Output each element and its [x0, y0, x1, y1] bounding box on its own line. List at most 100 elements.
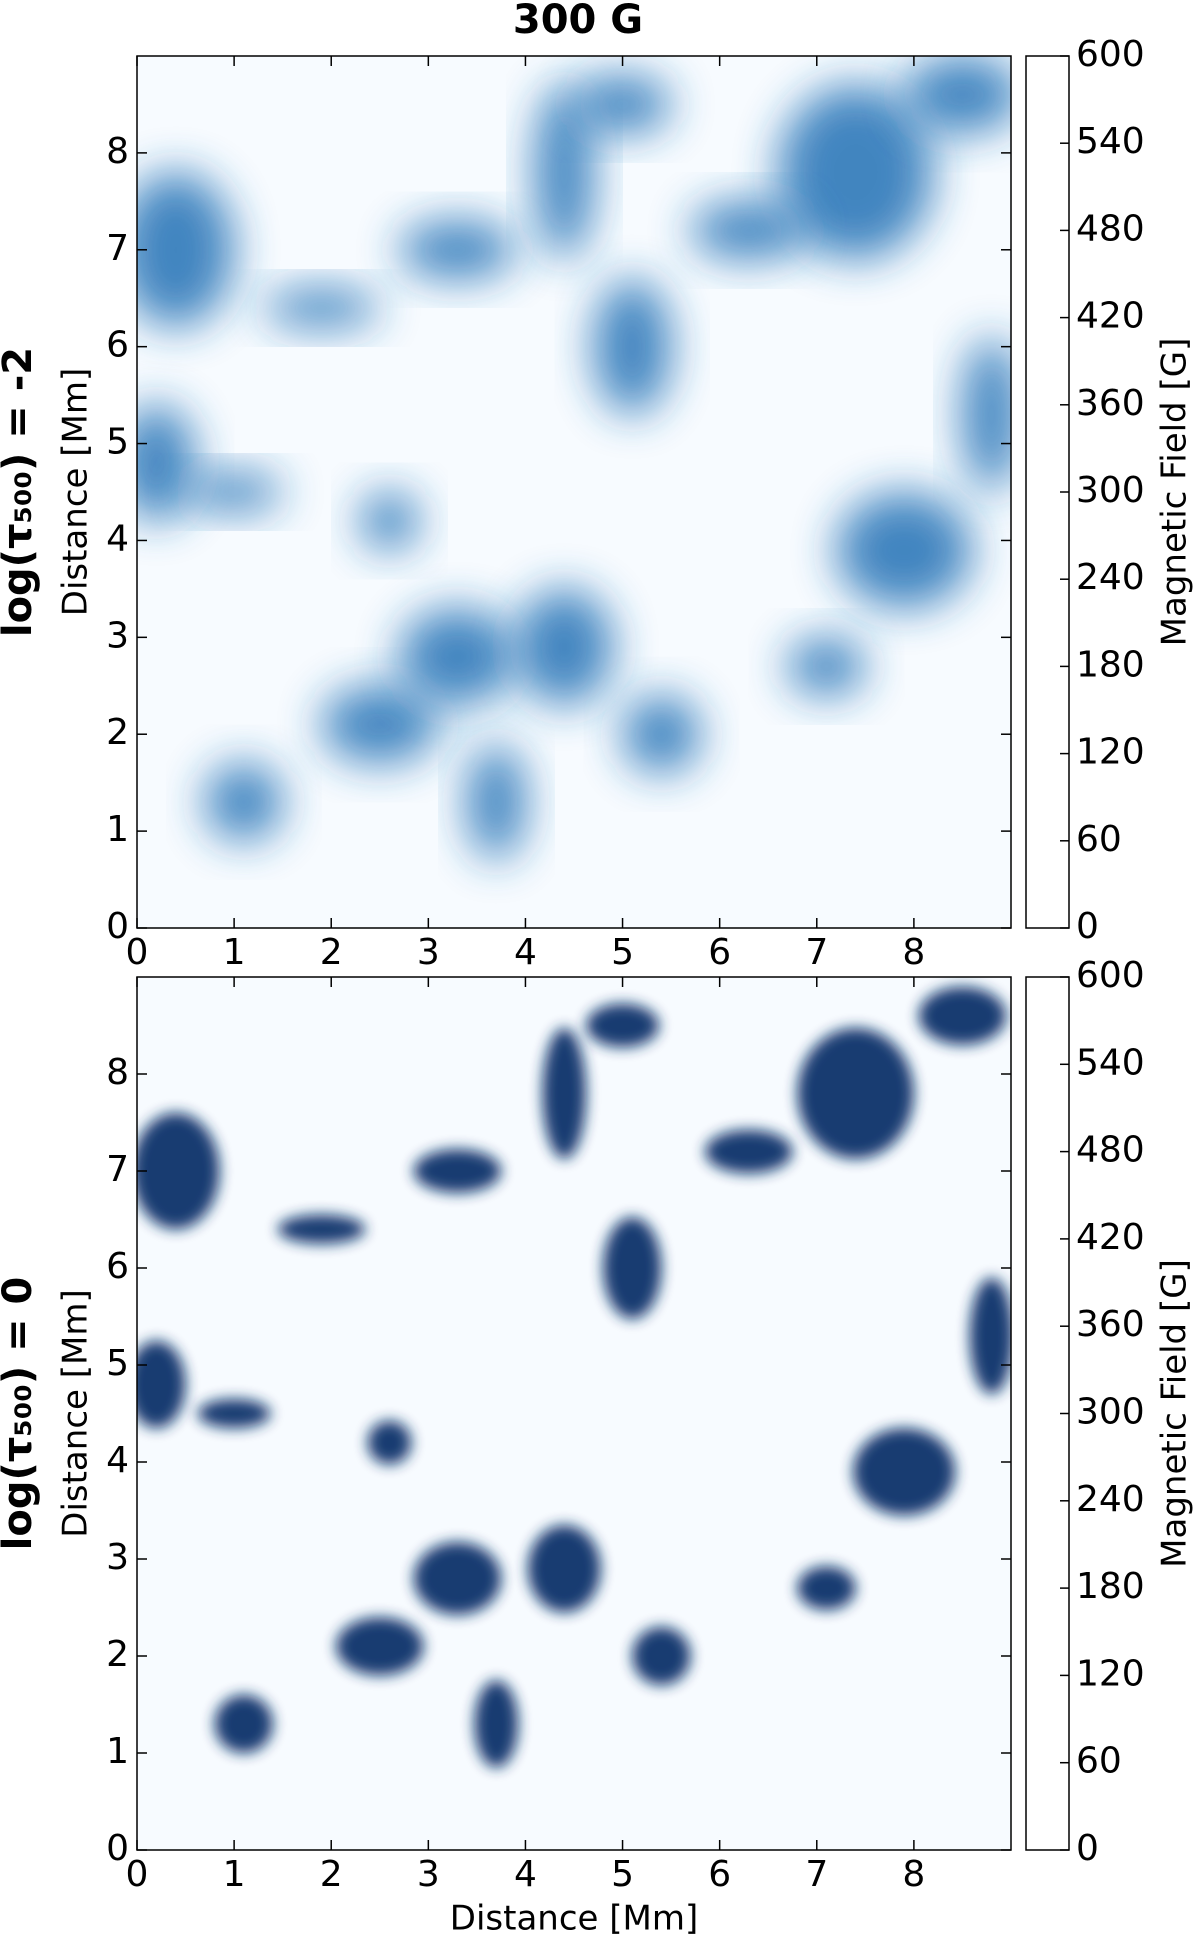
y-axis-label: Distance [Mm] — [56, 368, 96, 616]
field-patch — [904, 56, 1011, 134]
row-label: log(τ₅₀₀) = 0 — [0, 1277, 41, 1551]
y-tick-label: 7 — [106, 228, 129, 269]
x-tick-label: 5 — [611, 1854, 634, 1895]
field-patch — [574, 75, 672, 134]
y-tick-label: 3 — [106, 615, 129, 656]
field-patch — [137, 1340, 186, 1429]
field-patch — [603, 1217, 662, 1319]
colorbar-tick-label: 540 — [1076, 121, 1145, 162]
x-axis-label: Distance [Mm] — [450, 1899, 698, 1939]
x-tick-label: 6 — [708, 932, 731, 973]
colorbar-tick-label: 420 — [1076, 296, 1145, 337]
colorbar-tick-label: 0 — [1076, 1828, 1099, 1869]
field-patch — [413, 1149, 502, 1193]
field-patch — [413, 1542, 502, 1615]
colorbar-label: Magnetic Field [G] — [1155, 338, 1195, 647]
field-patch — [777, 85, 934, 260]
field-patch — [360, 492, 419, 551]
y-tick-label: 7 — [106, 1149, 129, 1190]
field-patch — [137, 404, 196, 522]
field-patch — [399, 220, 516, 279]
colorbar-tick-label: 360 — [1076, 1304, 1145, 1345]
field-patch — [705, 1129, 793, 1174]
colorbar-tick-label: 480 — [1076, 208, 1145, 249]
row-label: log(τ₅₀₀) = -2 — [0, 347, 41, 637]
x-tick-label: 2 — [320, 932, 343, 973]
colorbar-tick-label: 0 — [1076, 906, 1099, 947]
field-patch — [263, 288, 380, 328]
field-patch — [467, 743, 526, 861]
plot-frame — [136, 976, 1012, 1851]
colorbar-tick-label: 60 — [1076, 1741, 1122, 1782]
field-patch — [542, 1027, 587, 1159]
field-patch — [622, 695, 701, 773]
colorbar-tick-label: 180 — [1076, 644, 1145, 685]
x-tick-label: 1 — [223, 1854, 246, 1895]
field-patch — [797, 1027, 914, 1159]
x-tick-label: 3 — [417, 932, 440, 973]
colorbar-tick-label: 60 — [1076, 819, 1122, 860]
x-tick-label: 6 — [708, 1854, 731, 1895]
field-patch — [321, 685, 439, 764]
x-tick-label: 7 — [805, 1854, 828, 1895]
y-tick-label: 3 — [106, 1537, 129, 1578]
field-patch — [399, 608, 516, 706]
x-tick-label: 1 — [223, 932, 246, 973]
field-patch — [918, 986, 1007, 1045]
y-tick-label: 8 — [106, 131, 129, 172]
colorbar-tick-label: 540 — [1076, 1042, 1145, 1083]
field-patch — [204, 763, 283, 841]
y-tick-label: 5 — [106, 1343, 129, 1384]
colorbar-tick-label: 420 — [1076, 1217, 1145, 1258]
x-tick-label: 0 — [126, 1854, 149, 1895]
y-tick-label: 1 — [106, 809, 129, 850]
y-tick-label: 2 — [106, 712, 129, 753]
field-patch — [137, 172, 235, 328]
y-tick-label: 6 — [106, 1246, 129, 1287]
field-patch — [836, 492, 973, 609]
y-tick-label: 0 — [106, 1828, 129, 1869]
y-tick-label: 4 — [106, 1440, 129, 1481]
x-tick-label: 7 — [805, 932, 828, 973]
x-tick-label: 5 — [611, 932, 634, 973]
field-patch — [535, 85, 594, 260]
x-tick-label: 4 — [514, 1854, 537, 1895]
plot-frame — [136, 55, 1012, 929]
y-tick-label: 6 — [106, 325, 129, 366]
y-tick-label: 5 — [106, 422, 129, 463]
field-patch — [137, 1112, 220, 1230]
field-patch — [632, 1626, 691, 1686]
field-patch — [474, 1680, 519, 1768]
y-axis-label: Distance [Mm] — [56, 1289, 96, 1537]
colorbar-tick-label: 240 — [1076, 1479, 1145, 1520]
heatmap — [137, 56, 1011, 928]
colorbar-tick-label: 300 — [1076, 470, 1145, 511]
y-tick-label: 2 — [106, 1634, 129, 1675]
field-patch — [787, 637, 866, 696]
field-patch — [197, 1398, 271, 1429]
heatmap — [137, 977, 1011, 1850]
chart-title: 300 G — [513, 0, 643, 43]
x-tick-label: 4 — [514, 932, 537, 973]
colorbar-tick-label: 180 — [1076, 1566, 1145, 1607]
x-tick-label: 0 — [126, 932, 149, 973]
field-patch — [586, 1003, 659, 1048]
colorbar-tick-label: 120 — [1076, 1653, 1145, 1694]
field-patch — [690, 201, 808, 260]
colorbar-tick-label: 480 — [1076, 1130, 1145, 1171]
colorbar-tick-label: 600 — [1076, 34, 1145, 75]
x-tick-label: 3 — [417, 1854, 440, 1895]
x-tick-label: 8 — [902, 1854, 925, 1895]
field-patch — [969, 1277, 1011, 1395]
y-tick-label: 8 — [106, 1052, 129, 1093]
x-tick-label: 8 — [902, 932, 925, 973]
colorbar-label: Magnetic Field [G] — [1155, 1259, 1195, 1568]
colorbar-tick-label: 600 — [1076, 955, 1145, 996]
field-patch — [185, 472, 283, 512]
field-patch — [214, 1694, 273, 1753]
field-patch — [277, 1214, 366, 1244]
colorbar-tick-label: 240 — [1076, 557, 1145, 598]
field-patch — [962, 337, 1011, 492]
colorbar-tick-label: 120 — [1076, 732, 1145, 773]
